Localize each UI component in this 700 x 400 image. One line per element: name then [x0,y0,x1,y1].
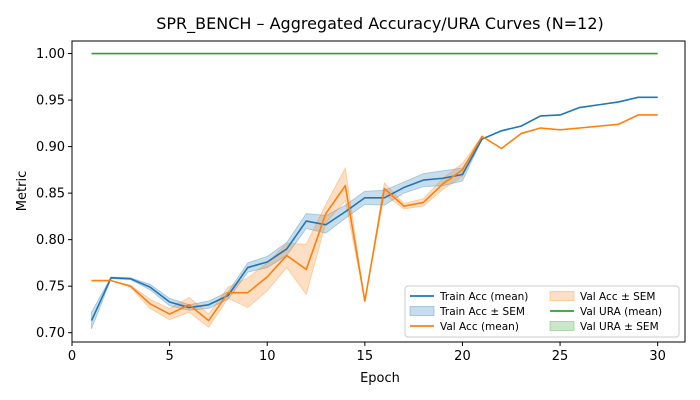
x-axis-title: Epoch [360,371,400,386]
x-tick-label: 30 [649,349,666,364]
legend-label-val-ura-sem: Val URA ± SEM [580,321,659,333]
y-axis: 0.70 0.75 0.80 0.85 0.90 0.95 1.00 [36,47,72,341]
legend-label-train-acc-sem: Train Acc ± SEM [439,306,525,318]
x-tick-label: 25 [552,349,569,364]
x-tick-label: 5 [165,349,173,364]
y-tick-label: 0.80 [36,233,65,248]
series-lines [90,52,658,322]
y-tick-label: 0.95 [36,94,65,109]
y-tick-label: 0.70 [36,326,65,341]
x-tick-label: 20 [454,349,471,364]
band-val-acc-sem [91,114,658,328]
legend-label-val-acc-sem: Val Acc ± SEM [580,291,655,303]
legend-box [404,285,680,338]
line-val-acc-mean [91,114,658,322]
x-tick-label: 15 [357,349,374,364]
legend-swatch-val-acc-sem [549,291,575,301]
y-axis-title: Metric [15,171,30,211]
y-tick-label: 0.90 [36,140,65,155]
legend-label-val-ura-mean: Val URA (mean) [580,306,662,318]
legend-label-train-acc-mean: Train Acc (mean) [439,291,528,303]
y-tick-label: 0.85 [36,187,65,202]
x-axis: 0 5 10 15 20 25 30 [68,342,666,364]
x-tick-label: 0 [68,349,76,364]
legend-swatch-val-ura-sem [549,321,575,331]
chart-title: SPR_BENCH – Aggregated Accuracy/URA Curv… [156,14,604,34]
y-tick-label: 0.75 [36,280,65,295]
x-tick-label: 10 [259,349,276,364]
plot-frame [71,40,686,343]
y-tick-label: 1.00 [36,47,65,62]
legend-label-val-acc-mean: Val Acc (mean) [440,321,519,333]
legend: Train Acc (mean) Train Acc ± SEM Val Acc (… [404,285,680,338]
legend-swatch-train-acc-sem [409,306,435,316]
